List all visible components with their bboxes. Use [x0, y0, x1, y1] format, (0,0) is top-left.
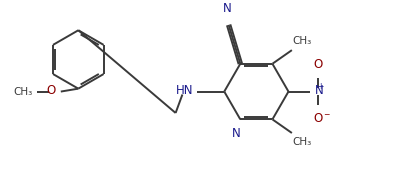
- Text: N: N: [232, 127, 241, 140]
- Text: −: −: [324, 110, 330, 119]
- Text: HN: HN: [176, 84, 193, 97]
- Text: N: N: [315, 84, 324, 97]
- Text: CH₃: CH₃: [293, 36, 312, 46]
- Text: +: +: [318, 82, 324, 91]
- Text: O: O: [313, 58, 322, 71]
- Text: CH₃: CH₃: [293, 137, 312, 147]
- Text: CH₃: CH₃: [13, 86, 32, 97]
- Text: N: N: [223, 2, 232, 15]
- Text: O: O: [313, 112, 322, 125]
- Text: O: O: [47, 84, 56, 97]
